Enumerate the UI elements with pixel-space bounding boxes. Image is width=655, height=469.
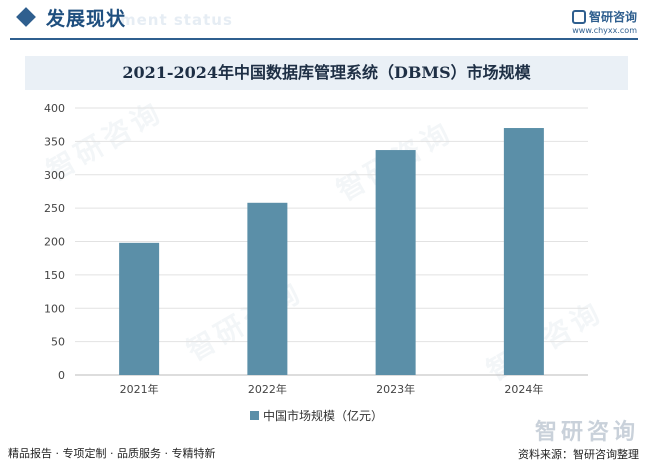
bar-chart: 0 50 100 150 200 250 300 350 400 2021年 2022年 2023年…	[44, 102, 588, 423]
footer-services: 精品报告 · 专项定制 · 品质服务 · 专精特新	[8, 447, 216, 460]
y-tick-label: 100	[44, 302, 65, 315]
bar	[503, 128, 544, 375]
x-tick-label: 2021年	[120, 382, 159, 396]
diamond-icon	[16, 7, 36, 27]
bar	[247, 202, 288, 375]
bars	[119, 128, 544, 375]
x-tick-label: 2023年	[376, 382, 415, 396]
section-title: 发展现状	[46, 8, 127, 30]
y-tick-label: 300	[44, 169, 65, 182]
chart-title: 2021-2024年中国数据库管理系统（DBMS）市场规模	[25, 56, 628, 90]
y-tick-label: 250	[44, 202, 65, 215]
grid-layer	[75, 107, 588, 376]
legend: 中国市场规模（亿元）	[250, 408, 383, 423]
brand-url: www.chyxx.com	[572, 26, 637, 35]
header-divider	[10, 38, 638, 40]
brand-logo-icon	[571, 9, 586, 24]
x-tick-label: 2022年	[248, 382, 287, 396]
bar	[119, 242, 160, 375]
footer-logo: 智研咨询	[534, 420, 639, 445]
y-tick-label: 50	[51, 336, 65, 349]
footer-right: 智研咨询 资料来源：智研咨询整理	[518, 420, 639, 462]
footer-source: 资料来源：智研咨询整理	[518, 448, 639, 461]
y-tick-label: 350	[44, 135, 65, 148]
x-axis-ticks: 2021年 2022年 2023年 2024年	[120, 382, 544, 396]
x-tick-label: 2024年	[504, 382, 543, 396]
bar	[375, 150, 416, 375]
y-tick-label: 200	[44, 236, 65, 249]
legend-label: 中国市场规模（亿元）	[263, 408, 383, 423]
section-subtitle: ment status	[120, 11, 233, 29]
legend-swatch	[250, 411, 259, 420]
header: ment status 发展现状 智研咨询 www.chyxx.com	[0, 0, 655, 46]
y-tick-label: 400	[44, 102, 65, 115]
y-axis-ticks: 0 50 100 150 200 250 300 350 400	[44, 102, 65, 382]
brand-name: 智研咨询	[588, 10, 637, 24]
y-tick-label: 150	[44, 269, 65, 282]
y-tick-label: 0	[58, 369, 65, 382]
brand: 智研咨询 www.chyxx.com	[571, 6, 637, 35]
